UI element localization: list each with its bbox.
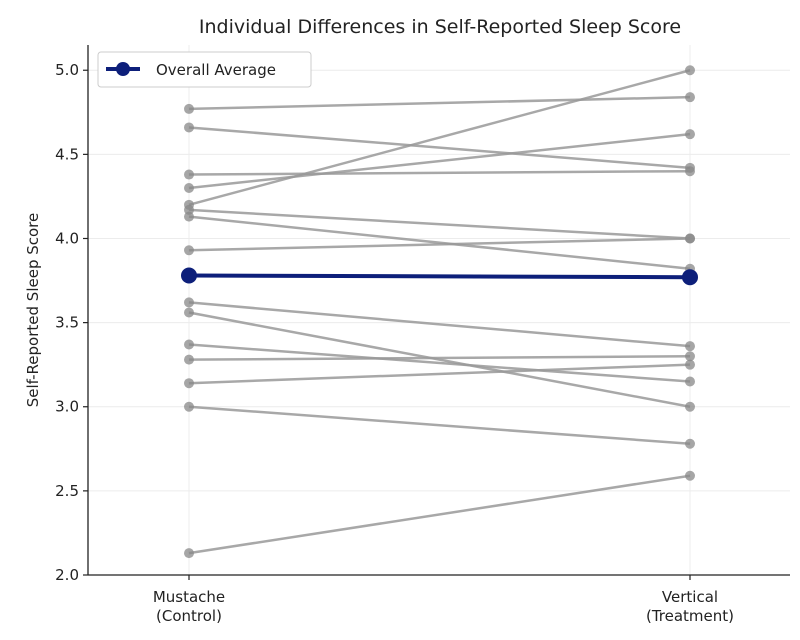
x-tick-label-1: Vertical (Treatment) [646,588,734,625]
individual-lines [184,65,695,559]
individual-point-8-1 [685,341,695,352]
individual-point-7-0 [184,245,194,256]
y-tick-label-2: 3.0 [55,398,79,416]
individual-point-0-0 [184,103,194,114]
individual-3 [184,129,695,194]
individual-point-8-0 [184,297,194,308]
individual-point-14-0 [184,548,194,559]
individual-point-2-1 [685,166,695,177]
average-line-group [181,267,698,286]
individual-point-3-0 [184,183,194,194]
individual-point-12-0 [184,378,194,389]
individual-line-1 [188,126,691,170]
individual-point-11-1 [685,351,695,362]
individual-line-11 [188,355,691,361]
legend-entry-overall-average: Overall Average [156,61,276,79]
y-tick-label-0: 2.0 [55,566,79,584]
y-tick-label-6: 5.0 [55,61,79,79]
individual-point-6-0 [184,211,194,222]
individual-line-4 [188,69,691,207]
individual-point-2-0 [184,169,194,180]
individual-point-12-1 [685,359,695,370]
average-line [188,273,691,280]
individual-line-8 [188,301,691,348]
y-tick-label-3: 3.5 [55,314,79,332]
individual-point-4-1 [685,65,695,76]
individual-line-7 [188,237,691,252]
y-tick-label-4: 4.0 [55,229,79,247]
individual-10 [184,339,695,387]
legend-box [97,51,312,88]
legend-marker-swatch [116,62,130,76]
individual-point-11-0 [184,354,194,365]
individual-point-13-0 [184,401,194,412]
y-tick-label-1: 2.5 [55,482,79,500]
individual-line-14 [188,474,691,555]
individual-point-13-1 [685,438,695,449]
individual-13 [184,401,695,449]
individual-11 [184,351,695,365]
individual-12 [184,359,695,389]
axes-layer: 2.0 2.5 3.0 3.5 4.0 4.5 5.0 Mustache (Control) Ve… [55,45,790,625]
y-axis-label: Self-Reported Sleep Score [24,213,42,407]
individual-point-3-1 [685,129,695,140]
individual-point-9-0 [184,307,194,318]
individual-line-9 [188,311,691,408]
individual-point-10-0 [184,339,194,350]
individual-0 [184,92,695,114]
individual-point-14-1 [685,470,695,481]
individual-1 [184,122,695,173]
individual-point-0-1 [685,92,695,103]
average-point-1 [682,269,698,286]
y-tick-label-5: 4.5 [55,145,79,163]
individual-9 [184,307,695,412]
individual-point-9-1 [685,401,695,412]
x-tick-label-0: Mustache (Control) [153,588,225,625]
individual-6 [184,211,695,274]
individual-point-10-1 [685,376,695,387]
individual-7 [184,233,695,256]
individual-2 [184,166,695,180]
individual-line-12 [188,363,691,385]
individual-line-6 [188,215,691,271]
individual-point-7-1 [685,233,695,244]
individual-line-2 [188,169,691,176]
legend: Overall Average [97,51,312,88]
individual-point-1-0 [184,122,194,133]
individual-line-5 [188,208,691,240]
individual-14 [184,470,695,559]
average-point-0 [181,267,197,284]
chart-title: Individual Differences in Self-Reported … [199,16,681,38]
individual-line-13 [188,405,691,446]
individual-8 [184,297,695,352]
individual-line-3 [188,132,691,190]
individual-line-0 [188,95,691,111]
individual-line-10 [188,343,691,383]
